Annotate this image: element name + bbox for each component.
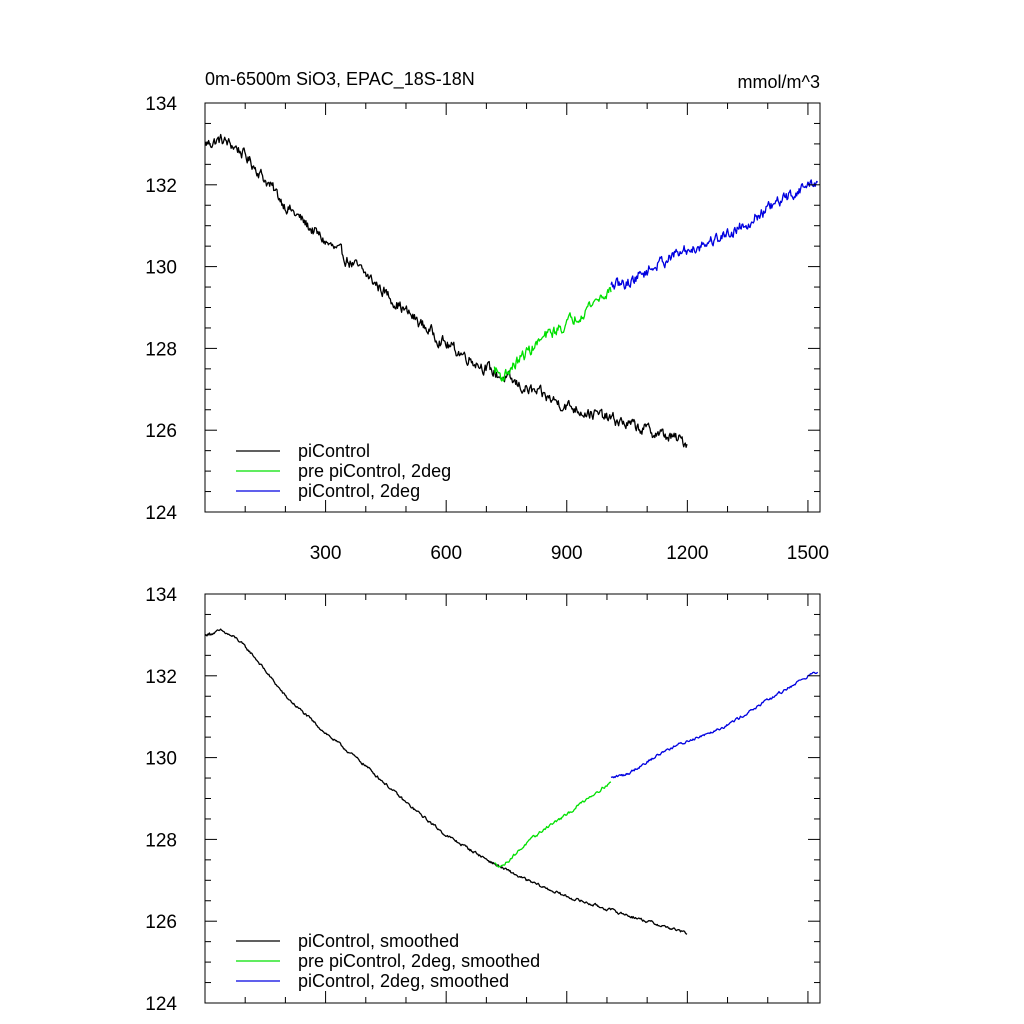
y-tick-label: 130 xyxy=(145,749,177,770)
tick-layer: 124 126 128 130 132 134 xyxy=(145,585,820,1015)
y-tick-label: 130 xyxy=(145,258,177,279)
y-tick-label: 124 xyxy=(145,994,177,1015)
y-tick-label: 134 xyxy=(145,94,177,115)
units-label: mmol/m^3 xyxy=(738,72,820,92)
legend-label: piControl, 2deg xyxy=(298,481,420,501)
legend-label: piControl xyxy=(298,441,370,461)
tick-layer: 124 126 128 130 132 134 300 600 900 1200 1500 xyxy=(145,94,829,564)
y-tick-label: 128 xyxy=(145,830,177,851)
series-layer xyxy=(204,628,819,935)
series-line-picontrol xyxy=(204,133,688,448)
x-tick-label: 600 xyxy=(430,543,462,564)
series-line-picontrol-2deg-smoothed xyxy=(610,671,819,779)
x-tick-label: 300 xyxy=(310,543,342,564)
y-tick-label: 134 xyxy=(145,585,177,606)
plot-frame xyxy=(204,102,821,513)
series-line-picontrol-smoothed xyxy=(204,628,688,935)
y-tick-label: 128 xyxy=(145,339,177,360)
y-tick-label: 124 xyxy=(145,503,177,524)
legend-label: pre piControl, 2deg xyxy=(298,461,451,481)
legend-label: piControl, 2deg, smoothed xyxy=(298,971,509,991)
x-tick-label: 900 xyxy=(551,543,583,564)
y-tick-label: 126 xyxy=(145,421,177,442)
series-layer xyxy=(204,133,819,448)
plot-frame xyxy=(204,593,821,1004)
y-tick-label: 132 xyxy=(145,667,177,688)
x-tick-label: 1500 xyxy=(787,543,829,564)
legend-label: pre piControl, 2deg, smoothed xyxy=(298,951,540,971)
series-line-picontrol-2deg xyxy=(610,179,819,290)
bottom-panel: 124 126 128 130 132 134 piControl, smoothedpr… xyxy=(145,585,821,1015)
chart-title: 0m-6500m SiO3, EPAC_18S-18N xyxy=(205,69,475,90)
x-tick-label: 1200 xyxy=(666,543,708,564)
series-line-pre-picontrol-2deg-smoothed xyxy=(494,781,612,868)
y-tick-label: 126 xyxy=(145,912,177,933)
y-tick-label: 132 xyxy=(145,176,177,197)
top-panel: 0m-6500m SiO3, EPAC_18S-18N mmol/m^3 124… xyxy=(145,69,829,564)
series-line-pre-picontrol-2deg xyxy=(493,286,612,382)
legend-label: piControl, smoothed xyxy=(298,931,459,951)
